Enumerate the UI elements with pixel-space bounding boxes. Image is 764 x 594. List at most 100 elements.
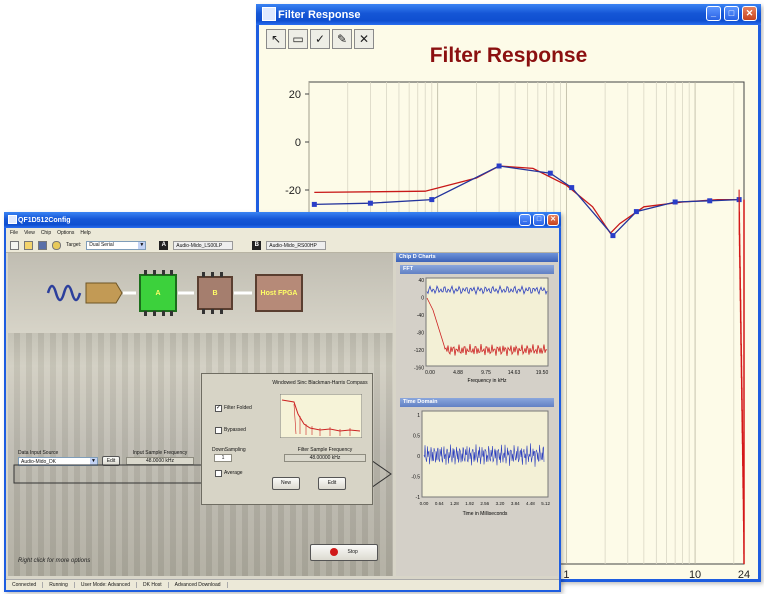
- y-tick-label: 20: [289, 89, 301, 101]
- response-point: [367, 200, 373, 206]
- time-domain-title: Time Domain: [403, 399, 438, 405]
- average-label: Average: [224, 470, 243, 476]
- input-sample-freq-label: Input Sample Frequency: [132, 450, 188, 456]
- fft-title: FFT: [403, 266, 414, 272]
- charts-pane: Chip D Charts FFT 40 0 -40 -80 -120 -160 0.00…: [396, 253, 558, 576]
- chip-a-tag: A: [159, 240, 169, 250]
- save-icon[interactable]: [38, 240, 47, 250]
- adc-block[interactable]: [85, 282, 123, 304]
- fft-y-tick: -80: [417, 331, 424, 337]
- bypassed-label: Bypassed: [224, 427, 246, 433]
- filter-config-panel: Windowed Sinc Blackman-Harris Compass ✓ …: [201, 373, 373, 505]
- menu-chip[interactable]: Chip: [40, 230, 52, 236]
- fft-chart: 40 0 -40 -80 -120 -160 0.00 4.88 9.75 14.63 19.50…: [400, 274, 554, 384]
- time-y-tick: 0: [417, 454, 420, 460]
- fft-x-tick: 0.00: [425, 370, 435, 376]
- time-domain-chart: 1 0.5 0 -0.5 -1 0.00 0.64 1.28 1.92 2.56 3.20 3.84…: [400, 407, 554, 523]
- chip-a-name[interactable]: Audio-Mido_LS00LP: [173, 240, 234, 250]
- time-x-tick: 4.48: [526, 501, 535, 506]
- target-select[interactable]: Dual Serial ▼: [86, 240, 147, 250]
- close-button[interactable]: ✕: [742, 6, 757, 21]
- time-x-tick: 1.92: [465, 501, 474, 506]
- time-y-tick: -1: [416, 495, 421, 501]
- menu-bar: File View Chip Options Help: [6, 228, 559, 238]
- fft-y-tick: -160: [414, 366, 424, 372]
- window-title: Filter Response: [278, 8, 361, 21]
- fft-y-tick: 0: [421, 296, 424, 302]
- down-sampling-label: DownSampling: [212, 447, 246, 453]
- time-y-tick: 0.5: [413, 434, 420, 440]
- response-point: [429, 197, 435, 203]
- menu-options[interactable]: Options: [57, 230, 75, 236]
- chevron-down-icon: ▼: [138, 241, 146, 249]
- status-bar: Connected Running User Mode: Advanced DK…: [6, 579, 559, 590]
- sine-wave-icon: [46, 284, 82, 302]
- stop-button[interactable]: Stop: [310, 544, 378, 561]
- filter-sample-freq-field: 48.00000 kHz: [284, 454, 366, 462]
- select-box-tool-icon[interactable]: ▭: [288, 29, 308, 49]
- maximize-button[interactable]: □: [724, 6, 739, 21]
- open-folder-icon[interactable]: [24, 240, 33, 250]
- key-icon[interactable]: [52, 240, 61, 250]
- response-point: [672, 199, 678, 205]
- time-domain-header: Time Domain: [400, 398, 554, 407]
- stop-icon: [330, 547, 339, 556]
- fft-y-tick: -120: [414, 348, 424, 354]
- rolloff-line: [738, 189, 745, 555]
- bypassed-checkbox[interactable]: [215, 427, 222, 434]
- filter-folded-label: Filter Folded: [224, 405, 252, 411]
- x-tick-label: 24: [738, 569, 750, 581]
- qf-config-window: QF1D512Config _ □ ✕ File View Chip Optio…: [4, 212, 561, 592]
- chip-a-block[interactable]: [139, 274, 177, 312]
- menu-file[interactable]: File: [10, 230, 19, 236]
- fft-header: FFT: [400, 265, 554, 274]
- y-tick-label: 0: [295, 137, 301, 149]
- y-tick-label: -20: [285, 185, 301, 197]
- response-point: [569, 185, 575, 191]
- time-x-tick: 1.28: [450, 501, 459, 506]
- minimize-button[interactable]: _: [519, 214, 531, 226]
- menu-view[interactable]: View: [24, 230, 35, 236]
- close-tool-icon[interactable]: ✕: [354, 29, 374, 49]
- pointer-tool-icon[interactable]: ↖: [266, 29, 286, 49]
- time-x-tick: 0.64: [435, 501, 444, 506]
- close-button[interactable]: ✕: [547, 214, 559, 226]
- response-point: [707, 198, 713, 204]
- host-fpga-block[interactable]: [255, 274, 303, 312]
- maximize-button[interactable]: □: [533, 214, 545, 226]
- chip-b-tag: B: [252, 240, 262, 250]
- check-tool-icon[interactable]: ✓: [310, 29, 330, 49]
- fft-x-tick: 9.75: [481, 370, 491, 376]
- chip-b-block[interactable]: [197, 276, 233, 310]
- draw-tool-icon[interactable]: ✎: [332, 29, 352, 49]
- down-sampling-stepper[interactable]: 1: [214, 454, 232, 462]
- chevron-down-icon: ▼: [90, 458, 97, 465]
- chip-b-name[interactable]: Audio-Mido_RS00HP: [266, 240, 327, 250]
- filter-sample-freq-label: Filter Sample Frequency: [297, 447, 353, 453]
- status-download: Advanced Download: [169, 582, 228, 588]
- status-host: DK Host: [137, 582, 169, 588]
- filter-response-titlebar: Filter Response _ □ ✕: [256, 4, 761, 25]
- response-point: [547, 170, 553, 176]
- chart-toolbar: ↖ ▭ ✓ ✎ ✕: [266, 29, 374, 49]
- data-input-source-value: Audio-Mido_DK: [21, 458, 57, 465]
- window-title: QF1D512Config: [18, 216, 71, 224]
- new-file-icon[interactable]: [10, 240, 19, 250]
- filter-folded-checkbox[interactable]: ✓: [215, 405, 222, 412]
- fft-y-tick: 40: [418, 278, 424, 284]
- average-checkbox[interactable]: [215, 470, 222, 477]
- time-x-tick: 3.20: [496, 501, 505, 506]
- menu-help[interactable]: Help: [80, 230, 91, 236]
- minimize-button[interactable]: _: [706, 6, 721, 21]
- mini-filter-chart: [280, 394, 362, 438]
- app-icon: [8, 215, 17, 224]
- host-fpga-label: Host FPGA: [260, 289, 298, 297]
- signal-chain-graphic: [46, 270, 303, 316]
- new-filter-button[interactable]: New: [272, 477, 300, 490]
- filter-chart-title: Windowed Sinc Blackman-Harris Compass: [272, 380, 368, 386]
- time-xlabel: Time in Milliseconds: [463, 511, 508, 517]
- time-y-tick: -0.5: [411, 475, 420, 481]
- x-tick-label: 10: [689, 569, 701, 581]
- time-x-tick: 5.12: [541, 501, 550, 506]
- edit-filter-button[interactable]: Edit: [318, 477, 346, 490]
